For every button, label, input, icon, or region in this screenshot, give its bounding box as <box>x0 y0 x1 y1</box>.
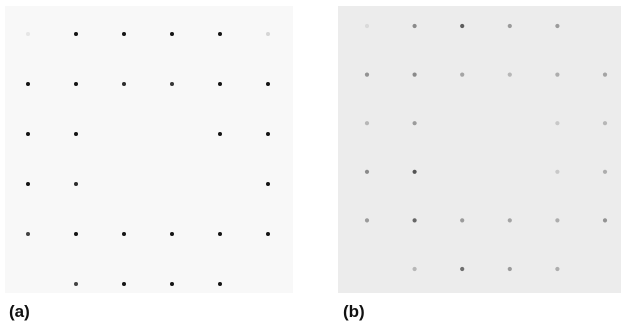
spot-r5-c4 <box>555 266 560 272</box>
spot-r3-c1 <box>412 169 417 174</box>
spot-r4-c1 <box>412 218 417 223</box>
spot-r0-c1 <box>74 32 78 36</box>
spot-r1-c3 <box>507 72 512 77</box>
spot-r2-c1 <box>74 132 78 136</box>
panel-b-image <box>338 6 621 293</box>
spot-r5-c3 <box>507 266 512 272</box>
spot-r4-c3 <box>170 232 174 236</box>
spot-r0-c3 <box>170 32 174 36</box>
spot-r1-c4 <box>555 72 560 77</box>
spot-r0-c1 <box>412 23 417 29</box>
spot-r2-c4 <box>218 132 222 136</box>
spot-r1-c5 <box>602 72 608 77</box>
spot-r4-c2 <box>460 218 465 223</box>
spot-r0-c5 <box>266 32 270 36</box>
spot-r2-c1 <box>412 121 417 126</box>
spot-r1-c3 <box>170 82 174 86</box>
spot-r4-c2 <box>122 232 126 236</box>
spot-r0-c2 <box>122 32 126 36</box>
spot-r4-c3 <box>507 218 512 223</box>
panel-b-spot-array <box>364 23 608 272</box>
panel-a-label: (a) <box>9 302 30 321</box>
spot-r4-c5 <box>266 232 270 236</box>
spot-r0-c2 <box>460 23 465 29</box>
spot-r5-c4 <box>218 282 222 286</box>
spot-r4-c4 <box>555 218 560 223</box>
spot-r1-c1 <box>412 72 417 77</box>
spot-r3-c1 <box>74 182 78 186</box>
spot-r5-c1 <box>74 282 78 286</box>
spot-r0-c0 <box>364 23 370 29</box>
spot-r4-c1 <box>74 232 78 236</box>
spot-r4-c4 <box>218 232 222 236</box>
spot-r4-c5 <box>602 218 608 223</box>
spot-r5-c2 <box>122 282 126 286</box>
spot-r1-c0 <box>364 72 370 77</box>
spot-r4-c0 <box>364 218 370 223</box>
panel-b-label: (b) <box>343 302 365 321</box>
spot-r1-c4 <box>218 82 222 86</box>
spot-r2-c4 <box>555 121 560 126</box>
spot-r2-c5 <box>602 121 608 126</box>
spot-r2-c0 <box>364 121 370 126</box>
spot-r5-c1 <box>412 266 417 272</box>
spot-r0-c3 <box>507 23 512 29</box>
spot-r2-c0 <box>26 132 30 136</box>
spot-r0-c4 <box>555 23 560 29</box>
spot-r3-c0 <box>364 169 370 174</box>
spot-r1-c0 <box>26 82 30 86</box>
spot-r5-c2 <box>460 266 465 272</box>
spot-r0-c4 <box>218 32 222 36</box>
spot-r1-c2 <box>122 82 126 86</box>
spot-r1-c2 <box>460 72 465 77</box>
spot-r4-c0 <box>26 232 30 236</box>
panel-a-spot-array <box>26 32 270 286</box>
spot-r0-c0 <box>26 32 30 36</box>
spot-r3-c0 <box>26 182 30 186</box>
spot-r1-c5 <box>266 82 270 86</box>
spot-r3-c5 <box>266 182 270 186</box>
spot-r3-c4 <box>555 169 560 174</box>
spot-r5-c3 <box>170 282 174 286</box>
spot-r1-c1 <box>74 82 78 86</box>
panel-a-image <box>5 6 293 293</box>
spot-r2-c5 <box>266 132 270 136</box>
spot-r3-c5 <box>602 169 608 174</box>
